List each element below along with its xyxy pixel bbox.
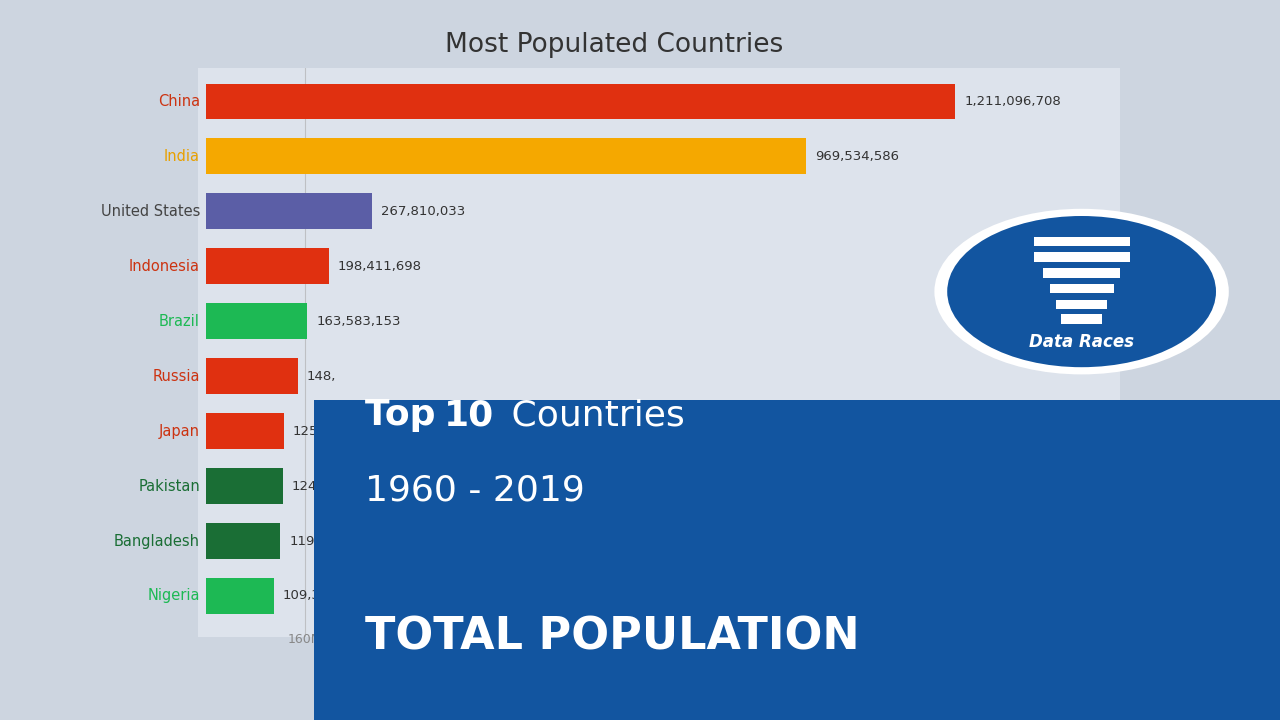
- Text: Data Races: Data Races: [1029, 333, 1134, 351]
- Text: 10: 10: [444, 398, 494, 432]
- Text: India: India: [164, 149, 200, 164]
- Text: Bangladesh: Bangladesh: [114, 534, 200, 549]
- Text: 148,: 148,: [307, 369, 337, 382]
- Text: 1,211,096,708: 1,211,096,708: [964, 95, 1061, 108]
- Bar: [206, 578, 274, 614]
- Bar: [206, 468, 283, 504]
- Bar: [206, 303, 307, 339]
- Bar: [206, 359, 298, 394]
- Text: 125,5: 125,5: [293, 425, 330, 438]
- Text: 109,3: 109,3: [283, 590, 320, 603]
- Text: Indonesia: Indonesia: [129, 258, 200, 274]
- Text: 160M: 160M: [288, 634, 323, 647]
- Text: 163,583,153: 163,583,153: [316, 315, 401, 328]
- Bar: [206, 413, 284, 449]
- Bar: [206, 194, 371, 229]
- Text: Most Populated Countries: Most Populated Countries: [445, 32, 783, 58]
- Text: Nigeria: Nigeria: [147, 588, 200, 603]
- Text: Russia: Russia: [152, 369, 200, 384]
- Text: 198,411,698: 198,411,698: [338, 260, 421, 273]
- Bar: [206, 84, 955, 120]
- Bar: [206, 523, 280, 559]
- Text: 969,534,586: 969,534,586: [814, 150, 899, 163]
- Text: Top: Top: [365, 398, 448, 432]
- Text: 119,9: 119,9: [289, 534, 326, 547]
- Text: Pakistan: Pakistan: [138, 479, 200, 494]
- Bar: [206, 138, 805, 174]
- Text: TOTAL POPULATION: TOTAL POPULATION: [365, 616, 859, 659]
- Text: 267,810,033: 267,810,033: [380, 204, 465, 217]
- Bar: [206, 248, 329, 284]
- Text: 1960 - 2019: 1960 - 2019: [365, 474, 585, 508]
- Text: 124,3: 124,3: [292, 480, 330, 492]
- Text: China: China: [157, 94, 200, 109]
- Text: Japan: Japan: [159, 423, 200, 438]
- Text: Countries: Countries: [500, 398, 685, 432]
- Text: Brazil: Brazil: [159, 314, 200, 329]
- Text: United States: United States: [101, 204, 200, 219]
